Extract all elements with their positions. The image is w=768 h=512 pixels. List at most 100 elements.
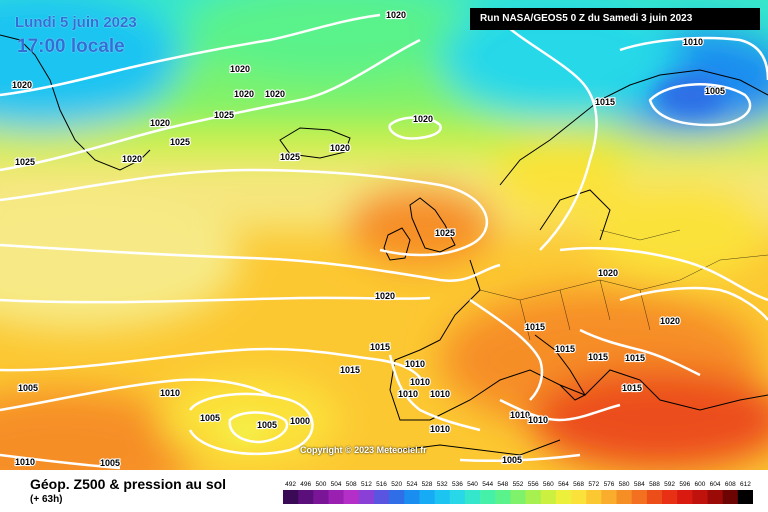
- legend-swatch: [677, 490, 693, 504]
- isobar-label: 1020: [330, 143, 350, 153]
- isobar-label: 1025: [280, 152, 300, 162]
- isobar-label: 1025: [435, 228, 455, 238]
- legend-tick-label: 528: [422, 481, 433, 488]
- isobar-1005-cutoff: [188, 392, 314, 456]
- legend-tick-label: 608: [725, 481, 736, 488]
- isobar-label: 1025: [170, 137, 190, 147]
- isobar-1015-scandinavia: [499, 19, 598, 251]
- map-title: Géop. Z500 & pression au sol: [30, 476, 227, 492]
- isobar-label: 1010: [410, 377, 430, 387]
- isobars: [0, 13, 768, 470]
- isobar-1010-italy: [499, 398, 621, 422]
- border-lines: [479, 229, 768, 341]
- africa-coast: [399, 439, 561, 456]
- forecast-date: Lundi 5 juin 2023: [15, 14, 137, 31]
- legend-swatch: [707, 490, 723, 504]
- iceland-coast: [279, 127, 351, 159]
- field-blob-upper-left-blue: [0, 0, 180, 130]
- uk-coast: [409, 197, 456, 253]
- legend-tick-label: 540: [467, 481, 478, 488]
- legend-tick-label: 564: [558, 481, 569, 488]
- isobar-label: 1015: [340, 365, 360, 375]
- isobar-label: 1005: [705, 86, 725, 96]
- isobar-label: 1020: [660, 316, 680, 326]
- legend-swatch: [374, 490, 390, 504]
- isobar-1015-central: [469, 298, 544, 401]
- isobar-label: 1015: [555, 344, 575, 354]
- isobar-1010-west: [0, 378, 271, 412]
- legend-tick-label: 548: [497, 481, 508, 488]
- isobar-label: 1020: [413, 114, 433, 124]
- isobar-label: 1010: [15, 457, 35, 467]
- copyright-notice: Copyright © 2023 Meteociel.fr: [300, 445, 427, 455]
- legend-tick-label: 560: [543, 481, 554, 488]
- isobar-1015-mediterranean: [579, 328, 701, 377]
- isobar-label: 1020: [598, 268, 618, 278]
- run-info: Run NASA/GEOS5 0 Z du Samedi 3 juin 2023: [470, 8, 760, 30]
- isobar-label: 1025: [15, 157, 35, 167]
- greenland-coast: [0, 34, 151, 171]
- legend-swatch: [480, 490, 496, 504]
- isobar-label: 1015: [588, 352, 608, 362]
- isobar-label: 1010: [405, 359, 425, 369]
- legend-swatch: [343, 490, 360, 504]
- legend-swatch: [510, 490, 526, 504]
- legend-tick-label: 584: [634, 481, 645, 488]
- legend-swatch: [313, 490, 329, 504]
- legend-swatch: [540, 490, 557, 504]
- legend-swatch: [662, 490, 678, 504]
- isobar-1020-southeast: [619, 286, 768, 321]
- isobar-label: 1005: [18, 383, 38, 393]
- isobar-label: 1005: [100, 458, 120, 468]
- scandinavia-coast: [499, 69, 768, 186]
- europe-coast: [389, 259, 768, 421]
- isobar-label: 1010: [430, 389, 450, 399]
- isobar-label: 1005: [502, 455, 522, 465]
- isobar-label: 1010: [160, 388, 180, 398]
- legend-swatch: [525, 490, 542, 504]
- field-cutoff-low-core: [223, 416, 267, 444]
- field-blob-southeast-red: [530, 370, 768, 470]
- isobar-1005-southeast: [459, 453, 581, 463]
- coastlines: [0, 34, 768, 456]
- legend-tick-label: 552: [513, 481, 524, 488]
- field-blob-scandinavia: [490, 140, 630, 220]
- legend-tick-label: 524: [406, 481, 417, 488]
- isobar-label: 1025: [214, 110, 234, 120]
- legend-tick-label: 516: [376, 481, 387, 488]
- legend-swatch: [571, 490, 587, 504]
- legend-swatch: [495, 490, 511, 504]
- borders: [479, 229, 768, 341]
- legend-swatch: [449, 490, 466, 504]
- isobar-label: 1020: [122, 154, 142, 164]
- isobar-label: 1020: [234, 89, 254, 99]
- legend-tick-label: 596: [679, 481, 690, 488]
- legend-tick-label: 512: [361, 481, 372, 488]
- isobar-1020-ring: [388, 116, 442, 140]
- legend-swatch: [737, 490, 753, 504]
- legend-swatch: [358, 490, 375, 504]
- legend-tick-label: 544: [482, 481, 493, 488]
- isobar-label: 1020: [375, 291, 395, 301]
- legend-swatch: [631, 490, 648, 504]
- field-blob-atlantic-pale: [0, 190, 240, 330]
- legend-swatch: [646, 490, 663, 504]
- legend-tick-label: 556: [528, 481, 539, 488]
- isobar-label: 1005: [200, 413, 220, 423]
- isobar-1025-north: [0, 38, 421, 172]
- isobar-label: 1015: [370, 342, 390, 352]
- isobar-label: 1015: [622, 383, 642, 393]
- legend-swatch: [722, 490, 739, 504]
- isobar-label: 1010: [510, 410, 530, 420]
- ireland-coast: [383, 227, 411, 261]
- italy-coast: [534, 334, 586, 401]
- isobar-label: 1010: [398, 389, 418, 399]
- forecast-time: 17:00 locale: [17, 36, 125, 57]
- isobar-1005-south: [0, 453, 121, 470]
- baltic-coast: [539, 189, 611, 241]
- isobar-1020-greenland: [0, 13, 381, 97]
- isobar-1010-iberia: [388, 354, 481, 432]
- legend-swatch: [464, 490, 481, 504]
